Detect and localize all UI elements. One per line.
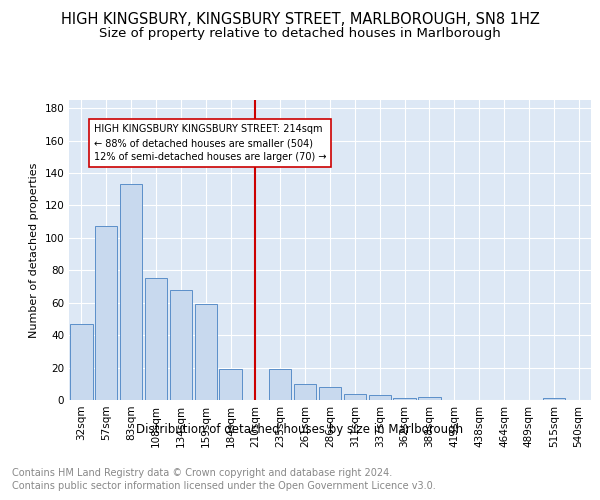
Text: Distribution of detached houses by size in Marlborough: Distribution of detached houses by size …: [136, 422, 464, 436]
Text: Contains HM Land Registry data © Crown copyright and database right 2024.: Contains HM Land Registry data © Crown c…: [12, 468, 392, 477]
Bar: [120, 184, 142, 400]
Bar: [220, 369, 242, 400]
Bar: [418, 397, 440, 400]
Y-axis label: Number of detached properties: Number of detached properties: [29, 162, 39, 338]
Text: HIGH KINGSBURY KINGSBURY STREET: 214sqm
← 88% of detached houses are smaller (50: HIGH KINGSBURY KINGSBURY STREET: 214sqm …: [94, 124, 326, 162]
Text: HIGH KINGSBURY, KINGSBURY STREET, MARLBOROUGH, SN8 1HZ: HIGH KINGSBURY, KINGSBURY STREET, MARLBO…: [61, 12, 539, 28]
Bar: [269, 369, 292, 400]
Bar: [294, 384, 316, 400]
Text: Contains public sector information licensed under the Open Government Licence v3: Contains public sector information licen…: [12, 481, 436, 491]
Bar: [394, 398, 416, 400]
Bar: [95, 226, 118, 400]
Bar: [368, 395, 391, 400]
Bar: [145, 278, 167, 400]
Bar: [170, 290, 192, 400]
Text: Size of property relative to detached houses in Marlborough: Size of property relative to detached ho…: [99, 28, 501, 40]
Bar: [344, 394, 366, 400]
Bar: [319, 387, 341, 400]
Bar: [70, 324, 92, 400]
Bar: [194, 304, 217, 400]
Bar: [542, 398, 565, 400]
